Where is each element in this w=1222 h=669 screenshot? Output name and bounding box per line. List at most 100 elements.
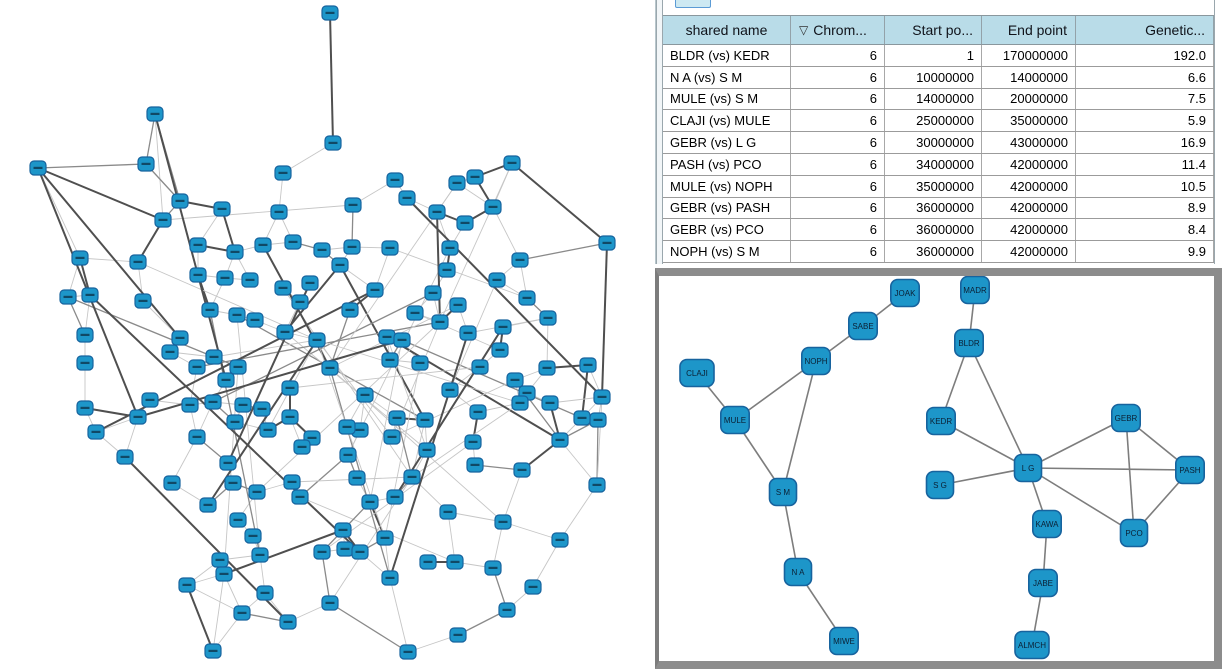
network-node-kedr[interactable]: KEDR (925, 406, 956, 436)
network-node[interactable] (308, 332, 326, 348)
network-node[interactable] (188, 429, 206, 445)
network-node-s-g[interactable]: S G (925, 470, 955, 500)
network-node[interactable] (541, 395, 559, 411)
network-node[interactable] (338, 419, 356, 435)
network-node[interactable] (344, 197, 362, 213)
network-node[interactable] (233, 605, 251, 621)
network-node[interactable] (134, 293, 152, 309)
network-node[interactable] (293, 439, 311, 455)
network-node[interactable] (398, 190, 416, 206)
table-cell[interactable]: 20000000 (982, 88, 1076, 110)
header-cell-chrom[interactable]: ▽ Chrom... (791, 16, 885, 44)
header-cell-end-point[interactable]: End point (982, 16, 1076, 44)
network-edge[interactable] (1027, 417, 1127, 469)
table-cell[interactable]: 10.5 (1076, 175, 1214, 197)
network-node[interactable] (503, 155, 521, 171)
network-node[interactable] (154, 212, 172, 228)
network-node[interactable] (419, 554, 437, 570)
table-row[interactable]: N A (vs) S M 6 10000000 14000000 6.6 (663, 66, 1214, 89)
network-node[interactable] (171, 330, 189, 346)
network-node-mule[interactable]: MULE (719, 405, 750, 435)
network-node[interactable] (466, 457, 484, 473)
network-node[interactable] (201, 302, 219, 318)
network-node[interactable] (254, 237, 272, 253)
network-node[interactable] (498, 602, 516, 618)
network-node[interactable] (431, 314, 449, 330)
network-node-pco[interactable]: PCO (1119, 518, 1149, 548)
table-cell[interactable]: 34000000 (885, 153, 982, 175)
network-node[interactable] (356, 387, 374, 403)
network-node[interactable] (551, 532, 569, 548)
network-node[interactable] (513, 462, 531, 478)
network-node[interactable] (204, 643, 222, 659)
network-node[interactable] (348, 470, 366, 486)
table-cell[interactable]: CLAJI (vs) MULE (663, 110, 791, 132)
table-cell[interactable]: 42000000 (982, 197, 1076, 219)
network-node[interactable] (301, 275, 319, 291)
network-node[interactable] (386, 489, 404, 505)
network-node[interactable] (511, 395, 529, 411)
network-node[interactable] (464, 434, 482, 450)
network-node[interactable] (321, 595, 339, 611)
table-cell[interactable]: 42000000 (982, 241, 1076, 262)
network-node[interactable] (403, 469, 421, 485)
table-cell[interactable]: 43000000 (982, 132, 1076, 153)
filter-icon[interactable]: ▽ (799, 23, 809, 37)
network-node[interactable] (383, 429, 401, 445)
table-cell[interactable]: 8.9 (1076, 197, 1214, 219)
network-edge[interactable] (1027, 467, 1191, 471)
network-node[interactable] (189, 237, 207, 253)
network-node[interactable] (291, 294, 309, 310)
network-node[interactable] (76, 327, 94, 343)
network-node[interactable] (449, 627, 467, 643)
network-node[interactable] (276, 324, 294, 340)
network-node[interactable] (163, 475, 181, 491)
network-node[interactable] (189, 267, 207, 283)
network-node[interactable] (579, 357, 597, 373)
network-node[interactable] (324, 135, 342, 151)
network-node[interactable] (205, 349, 223, 365)
network-node[interactable] (388, 410, 406, 426)
network-node[interactable] (241, 272, 259, 288)
table-cell[interactable]: 42000000 (982, 219, 1076, 241)
table-cell[interactable]: GEBR (vs) L G (663, 132, 791, 153)
network-node[interactable] (253, 401, 271, 417)
table-cell[interactable]: 6 (791, 153, 885, 175)
network-node-jabe[interactable]: JABE (1027, 568, 1058, 598)
network-node-l-g[interactable]: L G (1013, 453, 1043, 483)
network-node[interactable] (539, 310, 557, 326)
network-node[interactable] (244, 528, 262, 544)
network-node[interactable] (393, 332, 411, 348)
network-node[interactable] (313, 242, 331, 258)
network-node[interactable] (551, 432, 569, 448)
table-cell[interactable]: 6 (791, 110, 885, 132)
network-node[interactable] (270, 204, 288, 220)
table-cell[interactable]: 36000000 (885, 197, 982, 219)
network-node[interactable] (598, 235, 616, 251)
network-node[interactable] (76, 355, 94, 371)
network-node[interactable] (216, 270, 234, 286)
header-cell-genetic[interactable]: Genetic... (1076, 16, 1214, 44)
network-node[interactable] (484, 560, 502, 576)
table-cell[interactable]: 25000000 (885, 110, 982, 132)
table-cell[interactable]: 6 (791, 132, 885, 153)
table-cell[interactable]: N A (vs) S M (663, 66, 791, 88)
table-cell[interactable]: 10000000 (885, 66, 982, 88)
network-node[interactable] (399, 644, 417, 660)
table-scrollbar-track[interactable] (1214, 0, 1222, 264)
network-node[interactable] (283, 474, 301, 490)
table-cell[interactable]: 170000000 (982, 45, 1076, 66)
header-cell-shared-name[interactable]: shared name (663, 16, 791, 44)
network-node[interactable] (116, 449, 134, 465)
network-node[interactable] (351, 544, 369, 560)
table-cell[interactable]: 6 (791, 241, 885, 262)
network-node[interactable] (188, 359, 206, 375)
table-cell[interactable]: 7.5 (1076, 88, 1214, 110)
network-node[interactable] (246, 312, 264, 328)
network-edge[interactable] (939, 467, 1029, 486)
network-node-gebr[interactable]: GEBR (1110, 403, 1141, 433)
table-cell[interactable]: 42000000 (982, 175, 1076, 197)
network-node[interactable] (441, 382, 459, 398)
network-node[interactable] (416, 412, 434, 428)
network-node[interactable] (506, 372, 524, 388)
